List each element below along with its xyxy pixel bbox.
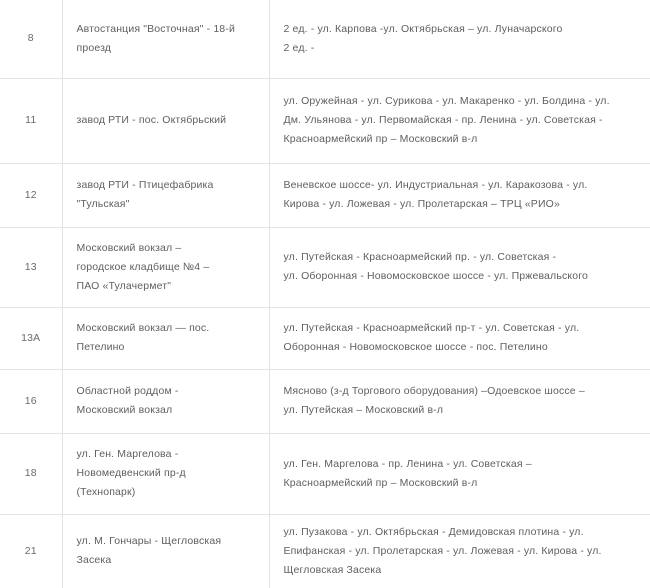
route-number-cell: 12 — [0, 163, 63, 227]
route-number-cell: 18 — [0, 433, 63, 514]
table-row: 13А Московский вокзал — пос. Петелино ул… — [0, 307, 650, 369]
route-path-line: 2 ед. - ул. Карпова -ул. Октябрьская – у… — [283, 22, 563, 35]
route-path-line: 2 ед. - — [283, 41, 315, 54]
route-path-cell: Веневское шоссе- ул. Индустриальная - ул… — [269, 163, 650, 227]
route-number: 11 — [25, 114, 37, 126]
route-name-line: городское кладбище №4 – — [76, 260, 210, 273]
route-name-cell: завод РТИ - Птицефабрика "Тульская" — [62, 163, 270, 227]
route-name-line: завод РТИ - Птицефабрика — [76, 179, 214, 191]
route-name-line: Областной роддом - — [76, 385, 179, 397]
route-path-line: ул. Путейская – Московский в-л — [283, 404, 444, 416]
route-name-line: ул. Ген. Маргелова - — [76, 448, 179, 460]
route-number: 16 — [24, 394, 37, 407]
route-name-line: Засека — [76, 554, 112, 567]
route-path-line: ул. Ген. Маргелова - пр. Ленина - ул. Со… — [283, 457, 532, 470]
route-path-cell: ул. Путейская - Красноармейский пр. - ул… — [269, 227, 650, 307]
route-path-line: Щегловская Засека — [283, 563, 382, 576]
route-path-line: Красноармейский пр – Московский в-л — [283, 476, 478, 489]
route-path-cell: ул. Ген. Маргелова - пр. Ленина - ул. Со… — [269, 433, 650, 514]
route-path-line: Кирова - ул. Ложевая - ул. Пролетарская … — [283, 198, 560, 210]
route-name-line: Автостанция "Восточная" - 18-й — [76, 22, 235, 35]
route-path-line: ул. Пузакова - ул. Октябрьская - Демидов… — [283, 525, 584, 538]
route-path-line: ул. Оружейная - ул. Сурикова - ул. Макар… — [283, 95, 610, 107]
route-name-line: ул. М. Гончары - Щегловская — [76, 535, 222, 548]
route-path-cell: 2 ед. - ул. Карпова -ул. Октябрьская – у… — [269, 0, 650, 78]
table-row: 13 Московский вокзал – городское кладбищ… — [0, 227, 650, 307]
table-row: 21 ул. М. Гончары - Щегловская Засека ул… — [0, 514, 650, 588]
route-number: 8 — [27, 32, 34, 45]
route-number: 12 — [24, 188, 37, 201]
table-row: 16 Областной роддом - Московский вокзал … — [0, 369, 650, 433]
route-name-cell: завод РТИ - пос. Октябрьский — [62, 78, 270, 163]
route-name-cell: Автостанция "Восточная" - 18-й проезд — [62, 0, 270, 78]
route-name-line: Московский вокзал — [76, 404, 173, 416]
route-path-cell: ул. Пузакова - ул. Октябрьская - Демидов… — [269, 514, 650, 588]
table-row: 12 завод РТИ - Птицефабрика "Тульская" В… — [0, 163, 650, 227]
route-name-line: ПАО «Тулачермет" — [76, 279, 172, 292]
route-path-line: Красноармейский пр – Московский в-л — [283, 133, 478, 145]
route-path-line: Епифанская - ул. Пролетарская - ул. Ложе… — [283, 544, 602, 557]
route-number: 13А — [21, 331, 41, 344]
table-row: 18 ул. Ген. Маргелова - Новомедвенский п… — [0, 433, 650, 514]
route-number-cell: 21 — [0, 514, 63, 588]
table-row: 11 завод РТИ - пос. Октябрьский ул. Оруж… — [0, 78, 650, 163]
route-number-cell: 11 — [0, 78, 63, 163]
route-name-line: завод РТИ - пос. Октябрьский — [76, 114, 227, 126]
route-path-cell: ул. Оружейная - ул. Сурикова - ул. Макар… — [269, 78, 650, 163]
table-row: 8 Автостанция "Восточная" - 18-й проезд … — [0, 0, 650, 78]
route-path-cell: Мясново (з-д Торгового оборудования) –Од… — [269, 369, 650, 433]
route-number: 13 — [24, 260, 37, 273]
route-name-cell: ул. Ген. Маргелова - Новомедвенский пр-д… — [62, 433, 270, 514]
route-name-cell: Областной роддом - Московский вокзал — [62, 369, 270, 433]
route-number: 18 — [24, 467, 37, 479]
route-path-line: Дм. Ульянова - ул. Первомайская - пр. Ле… — [283, 114, 603, 126]
route-name-line: Московский вокзал – — [76, 241, 182, 254]
route-name-line: "Тульская" — [76, 198, 130, 210]
route-path-line: Оборонная - Новомосковское шоссе - пос. … — [283, 341, 548, 353]
route-name-cell: Московский вокзал — пос. Петелино — [62, 307, 270, 369]
route-name-cell: ул. М. Гончары - Щегловская Засека — [62, 514, 270, 588]
route-path-line: Мясново (з-д Торгового оборудования) –Од… — [283, 385, 585, 397]
route-path-line: ул. Оборонная - Новомосковское шоссе - у… — [283, 270, 588, 282]
route-path-line: ул. Путейская - Красноармейский пр-т - у… — [283, 322, 580, 334]
route-number-cell: 13А — [0, 307, 63, 369]
route-number-cell: 8 — [0, 0, 63, 78]
route-path-line: ул. Путейская - Красноармейский пр. - ул… — [283, 251, 557, 263]
route-name-line: (Технопарк) — [76, 486, 136, 498]
route-name-line: Новомедвенский пр-д — [76, 467, 186, 479]
route-number-cell: 16 — [0, 369, 63, 433]
route-path-cell: ул. Путейская - Красноармейский пр-т - у… — [269, 307, 650, 369]
route-name-line: Московский вокзал — пос. — [76, 322, 210, 334]
route-number-cell: 13 — [0, 227, 63, 307]
route-name-line: проезд — [76, 41, 112, 54]
route-number: 21 — [24, 544, 37, 557]
route-path-line: Веневское шоссе- ул. Индустриальная - ул… — [283, 179, 588, 191]
route-name-line: Петелино — [76, 341, 125, 353]
route-name-cell: Московский вокзал – городское кладбище №… — [62, 227, 270, 307]
